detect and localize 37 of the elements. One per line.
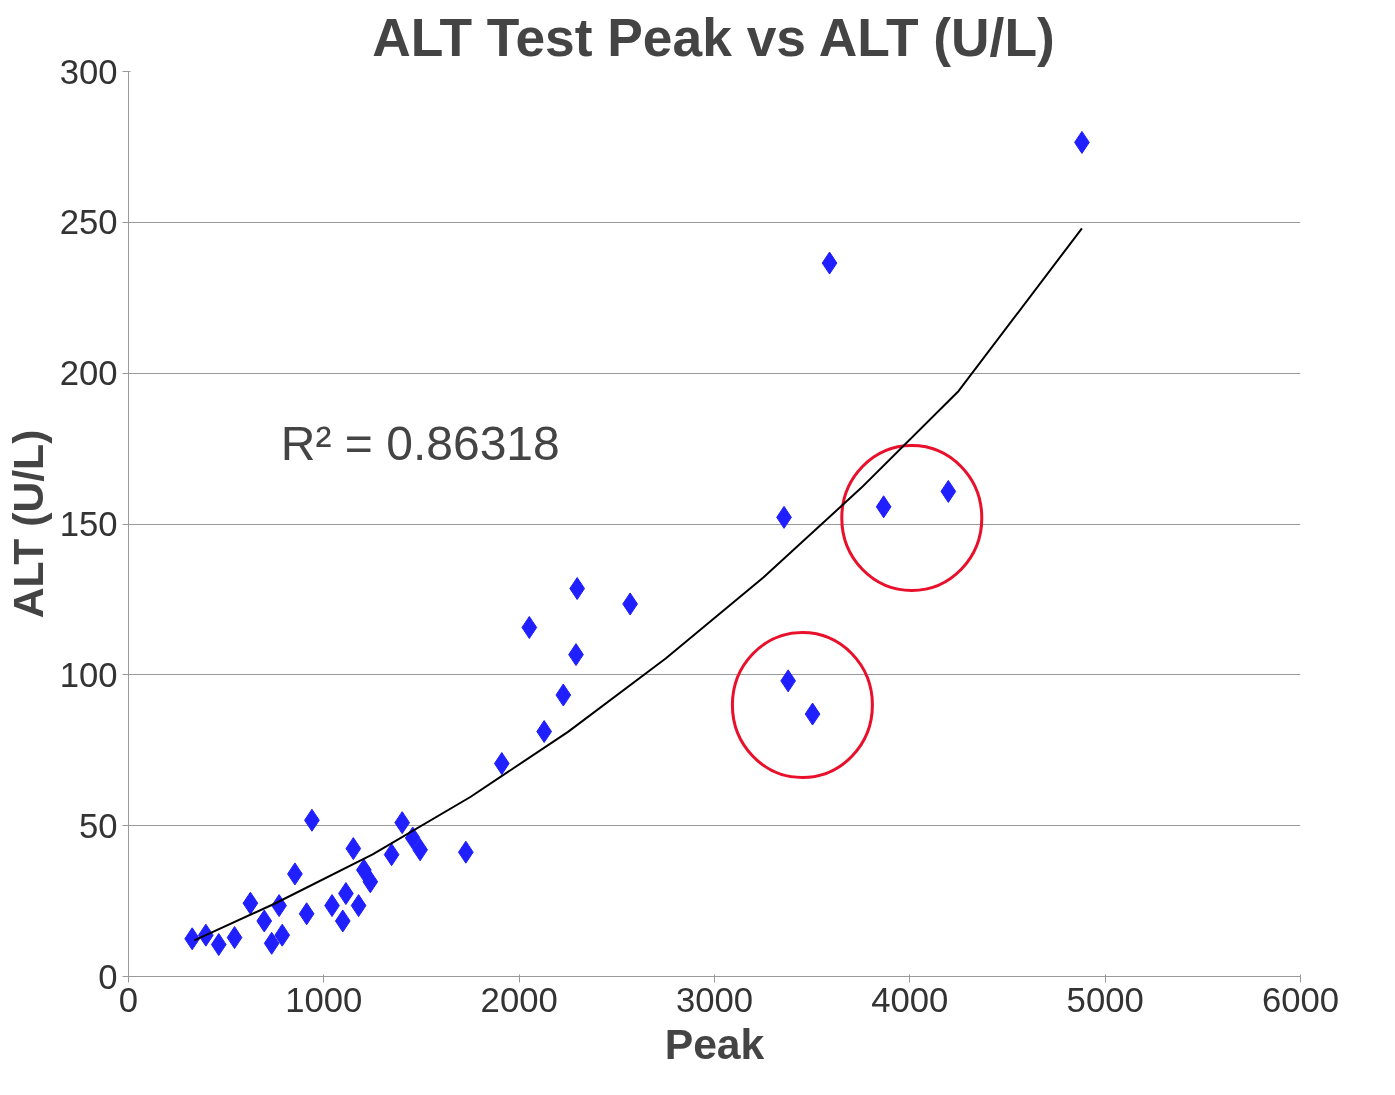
point bbox=[875, 495, 892, 519]
y-tick-label: 300 bbox=[59, 52, 118, 91]
annotation: R² = 0.86318 bbox=[280, 416, 560, 470]
point bbox=[569, 577, 586, 601]
point bbox=[298, 902, 315, 926]
point bbox=[383, 843, 400, 867]
y-tick-label: 200 bbox=[59, 354, 118, 393]
point bbox=[334, 909, 351, 933]
x-axis-title: Peak bbox=[664, 1019, 765, 1068]
point bbox=[256, 909, 273, 933]
x-tick-label: 3000 bbox=[675, 980, 754, 1019]
x-tick-label: 1000 bbox=[285, 980, 363, 1019]
point bbox=[210, 933, 227, 957]
point bbox=[555, 683, 572, 707]
y-tick-label: 100 bbox=[59, 655, 118, 694]
x-tick-label: 6000 bbox=[1261, 980, 1340, 1019]
point bbox=[362, 870, 379, 894]
point bbox=[350, 894, 367, 918]
point bbox=[804, 702, 821, 726]
point bbox=[274, 923, 291, 947]
point bbox=[940, 479, 957, 503]
x-tick-label: 2000 bbox=[480, 980, 558, 1019]
chart-title: ALT Test Peak vs ALT (U/L) bbox=[372, 7, 1055, 67]
point bbox=[521, 615, 538, 639]
point bbox=[226, 926, 243, 950]
x-tick-label: 5000 bbox=[1066, 980, 1144, 1019]
point bbox=[821, 251, 838, 275]
x-tick-label: 4000 bbox=[871, 980, 949, 1019]
y-tick-label: 250 bbox=[59, 203, 118, 242]
y-tick-label: 150 bbox=[59, 505, 118, 543]
point bbox=[184, 927, 201, 951]
point bbox=[493, 752, 510, 776]
point bbox=[345, 837, 362, 861]
y-axis-title: ALT (U/L) bbox=[3, 429, 52, 619]
point bbox=[263, 931, 280, 955]
point bbox=[242, 891, 259, 915]
y-tick-label: 50 bbox=[78, 806, 118, 845]
